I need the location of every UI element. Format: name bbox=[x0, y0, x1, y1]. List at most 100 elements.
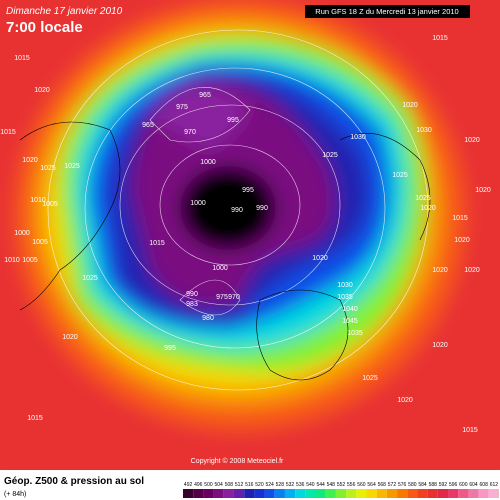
legend-label: 556 bbox=[347, 482, 356, 488]
isobar-label: 1025 bbox=[82, 275, 98, 282]
legend-swatch bbox=[417, 489, 428, 498]
isobar-label: 1025 bbox=[362, 375, 378, 382]
isobar-label: 1020 bbox=[432, 267, 448, 274]
legend-label: 600 bbox=[459, 482, 468, 488]
legend-label: 552 bbox=[337, 482, 346, 488]
footer-lead: (+ 84h) bbox=[4, 491, 26, 498]
legend-swatch bbox=[427, 489, 438, 498]
legend-swatch bbox=[325, 489, 336, 498]
isobar-label: 1005 bbox=[32, 239, 48, 246]
legend-label: 576 bbox=[398, 482, 407, 488]
isobar-label: 1020 bbox=[475, 187, 491, 194]
isobar-label: 1020 bbox=[397, 397, 413, 404]
legend-label: 540 bbox=[306, 482, 315, 488]
copyright: Copyright © 2008 Meteociel.fr bbox=[191, 457, 284, 465]
time: 7:00 locale bbox=[6, 19, 83, 36]
legend-swatch bbox=[274, 489, 285, 498]
isobar-label: 1020 bbox=[34, 87, 50, 94]
legend-label: 536 bbox=[296, 482, 305, 488]
legend-swatch bbox=[244, 489, 255, 498]
isobar-label: 1030 bbox=[337, 282, 353, 289]
isobar-label: 1005 bbox=[42, 201, 58, 208]
legend-swatch bbox=[203, 489, 214, 498]
legend-label: 568 bbox=[378, 482, 387, 488]
isobar-label: 1015 bbox=[452, 215, 468, 222]
legend-swatch bbox=[193, 489, 204, 498]
legend-label: 532 bbox=[286, 482, 295, 488]
legend-label: 524 bbox=[265, 482, 274, 488]
legend-swatch bbox=[488, 489, 499, 498]
coastlines bbox=[19, 121, 431, 381]
isobar-label: 1015 bbox=[14, 55, 30, 62]
legend-swatch bbox=[478, 489, 489, 498]
legend-label: 592 bbox=[439, 482, 448, 488]
legend-swatch bbox=[213, 489, 224, 498]
isobar-label: 983 bbox=[186, 301, 198, 308]
isobar-label: 995 bbox=[227, 117, 239, 124]
isobar-label: 1020 bbox=[402, 102, 418, 109]
legend-label: 608 bbox=[480, 482, 489, 488]
legend-label: 516 bbox=[245, 482, 254, 488]
legend-label: 520 bbox=[255, 482, 264, 488]
isobar-label: 1040 bbox=[342, 306, 358, 313]
legend-swatch bbox=[407, 489, 418, 498]
legend-swatch bbox=[295, 489, 306, 498]
legend-label: 588 bbox=[429, 482, 438, 488]
isobar-label: 1005 bbox=[22, 257, 38, 264]
legend-swatch bbox=[356, 489, 367, 498]
isobar-label: 970 bbox=[184, 129, 196, 136]
legend-label: 492 bbox=[184, 482, 193, 488]
legend-swatch bbox=[448, 489, 459, 498]
isobar-label: 1010 bbox=[30, 197, 46, 204]
legend-label: 572 bbox=[388, 482, 397, 488]
legend-swatch bbox=[397, 489, 408, 498]
isobar-label: 1025 bbox=[415, 195, 431, 202]
isobar-label: 1020 bbox=[312, 255, 328, 262]
isobar-label: 1035 bbox=[337, 294, 353, 301]
legend-swatch bbox=[183, 489, 194, 498]
isobar-label: 1030 bbox=[416, 127, 432, 134]
legend-swatch bbox=[366, 489, 377, 498]
isobar-label: 1045 bbox=[342, 318, 358, 325]
date: Dimanche 17 janvier 2010 bbox=[6, 6, 123, 17]
legend-swatch bbox=[376, 489, 387, 498]
isobar-label: 970 bbox=[228, 294, 240, 301]
legend-label: 580 bbox=[408, 482, 417, 488]
legend-label: 500 bbox=[204, 482, 213, 488]
isobar-label: 1010 bbox=[4, 257, 20, 264]
legend-label: 604 bbox=[469, 482, 478, 488]
legend-label: 596 bbox=[449, 482, 458, 488]
legend-label: 564 bbox=[367, 482, 376, 488]
run-box bbox=[305, 5, 470, 18]
legend-label: 560 bbox=[357, 482, 366, 488]
isobar-label: 990 bbox=[256, 205, 268, 212]
legend-swatch bbox=[346, 489, 357, 498]
isobar-label: 975 bbox=[176, 104, 188, 111]
legend-swatch bbox=[254, 489, 265, 498]
isobar-label: 1020 bbox=[62, 334, 78, 341]
legend-swatch bbox=[437, 489, 449, 498]
legend-label: 584 bbox=[418, 482, 427, 488]
isobar-label: 1020 bbox=[464, 267, 480, 274]
isobar-label: 1015 bbox=[462, 427, 478, 434]
isobar-label: 1035 bbox=[347, 330, 363, 337]
isobar-label: 1025 bbox=[392, 172, 408, 179]
isobar-label: 1020 bbox=[432, 342, 448, 349]
isobar-label: 990 bbox=[186, 291, 198, 298]
legend-swatch bbox=[458, 489, 469, 498]
isobar-label: 1025 bbox=[64, 163, 80, 170]
legend-swatch bbox=[315, 489, 326, 498]
legend-label: 544 bbox=[316, 482, 325, 488]
isobar-label: 995 bbox=[242, 187, 254, 194]
legend-swatch bbox=[223, 489, 234, 498]
isobar-label: 980 bbox=[202, 315, 214, 322]
isobar-label: 995 bbox=[164, 345, 176, 352]
isobar-label: 1015 bbox=[27, 415, 43, 422]
isobar-label: 990 bbox=[231, 207, 243, 214]
legend-swatch bbox=[305, 489, 316, 498]
isobar-label: 975 bbox=[216, 294, 228, 301]
isobar-label: 1025 bbox=[40, 165, 56, 172]
isobar-label: 1015 bbox=[149, 240, 165, 247]
